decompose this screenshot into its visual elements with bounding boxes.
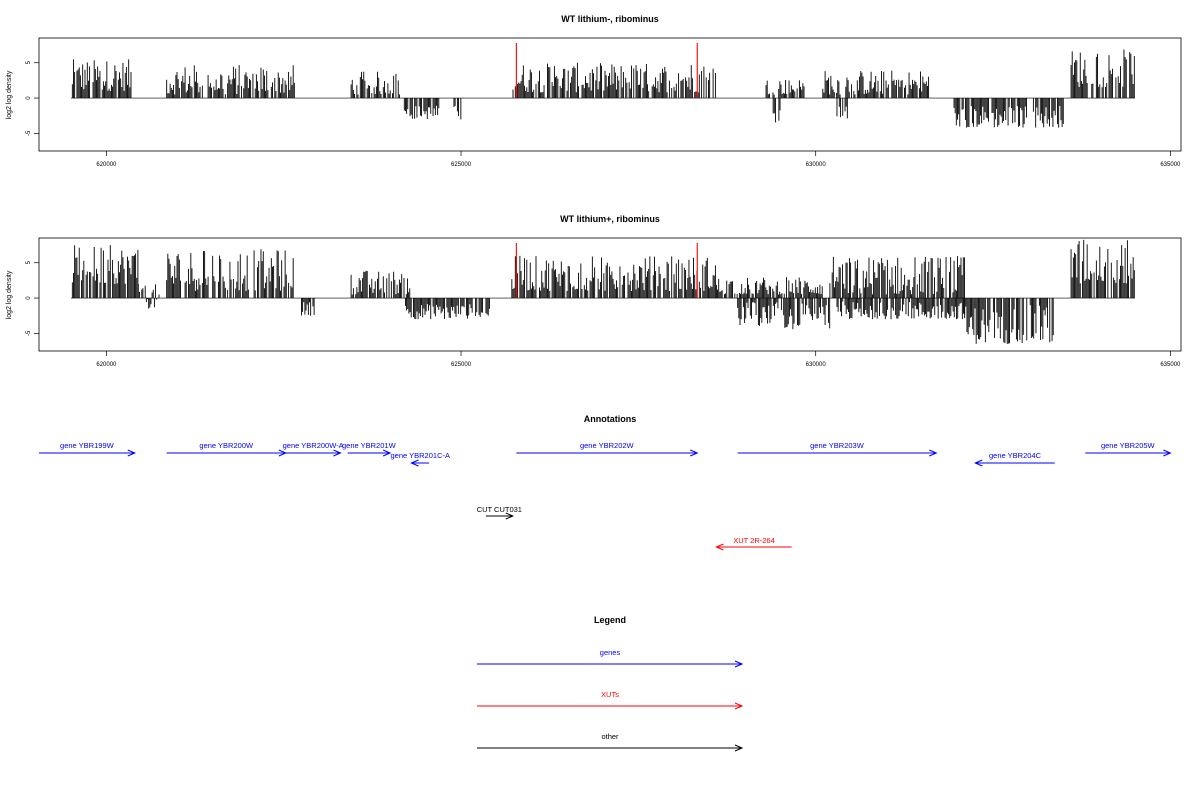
annotations-panel: Annotations gene YBR199W gene YBR200W gene… (39, 414, 1172, 551)
x-tick-label: 625000 (451, 362, 472, 368)
feature-label: XUT 2R-264 (733, 536, 775, 545)
feature-label: gene YBR201C-A (391, 451, 450, 460)
track2-axes: 620000 625000 630000 635000 -5 0 5 (26, 260, 1181, 368)
track1-plot-frame (38, 37, 1182, 152)
y-tick-label: 5 (26, 60, 32, 64)
arrow-head (127, 449, 137, 457)
legend-items: genes XUTs other (477, 648, 744, 752)
annotation-feature: CUT CUT031 (477, 505, 522, 520)
feature-label: CUT CUT031 (477, 505, 522, 514)
arrow-head (715, 543, 724, 551)
arrow-head (410, 459, 419, 467)
track-lithium-plus: WT lithium+, ribominus log2 log density … (6, 214, 1182, 368)
x-tick-label: 630000 (806, 162, 827, 168)
feature-label: gene YBR199W (60, 441, 115, 450)
feature-label: gene YBR205W (1101, 441, 1156, 450)
legend-title: Legend (594, 615, 626, 625)
legend-label: XUTs (601, 690, 619, 699)
feature-label: gene YBR200W (199, 441, 254, 450)
legend-item: XUTs (477, 690, 744, 710)
annotation-feature: gene YBR200W (166, 441, 288, 457)
arrow-head (333, 449, 342, 457)
annotation-feature: gene YBR201W (342, 441, 397, 457)
legend-item: other (477, 732, 744, 752)
legend-arrow-head (734, 702, 744, 710)
annotation-feature: gene YBR200W-A (283, 441, 344, 457)
legend-panel: Legend genes XUTs other (477, 615, 744, 752)
x-tick-label: 620000 (96, 362, 117, 368)
track1-title: WT lithium-, ribominus (561, 14, 659, 24)
annotation-feature: gene YBR202W (516, 441, 699, 457)
track2-title: WT lithium+, ribominus (560, 214, 660, 224)
arrow-head (382, 449, 392, 457)
y-tick-label: -5 (26, 130, 32, 136)
y-tick-label: 0 (26, 96, 32, 100)
feature-label: gene YBR200W-A (283, 441, 344, 450)
arrow-head (505, 512, 515, 520)
x-tick-label: 635000 (1160, 162, 1181, 168)
legend-label: other (601, 732, 619, 741)
annotation-feature: gene YBR204C (974, 451, 1055, 467)
y-tick-label: 5 (26, 260, 32, 264)
legend-label: genes (600, 648, 621, 657)
arrow-head (690, 449, 699, 457)
annotation-feature: gene YBR205W (1085, 441, 1172, 457)
track1-bars (70, 49, 1135, 128)
track2-plot-frame (38, 237, 1182, 352)
track2-ylabel: log2 log density (6, 270, 13, 319)
legend-arrow-head (734, 660, 744, 668)
arrow-head (929, 449, 938, 457)
arrow-head (1163, 449, 1172, 457)
y-tick-label: 0 (26, 296, 32, 300)
annotation-features: gene YBR199W gene YBR200W gene YBR200W-Age… (39, 441, 1172, 551)
x-tick-label: 630000 (806, 362, 827, 368)
annotation-feature: gene YBR199W (39, 441, 137, 457)
y-tick-label: -5 (26, 330, 32, 336)
x-tick-label: 625000 (451, 162, 472, 168)
arrow-head (974, 459, 983, 467)
track1-ylabel: log2 log density (6, 70, 13, 119)
legend-item: genes (477, 648, 744, 668)
track2-markers (515, 243, 698, 299)
annotation-feature: gene YBR203W (737, 441, 938, 457)
annotation-feature: gene YBR201C-A (391, 451, 450, 467)
track1-axes: 620000 625000 630000 635000 -5 0 5 (26, 60, 1181, 168)
x-tick-label: 635000 (1160, 362, 1181, 368)
track2-bars (70, 239, 1135, 344)
legend-arrow-head (734, 744, 744, 752)
track-lithium-minus: WT lithium-, ribominus log2 log density … (6, 14, 1182, 168)
feature-label: gene YBR204C (989, 451, 1042, 460)
feature-label: gene YBR202W (580, 441, 635, 450)
track1-markers (515, 43, 698, 99)
feature-label: gene YBR201W (342, 441, 397, 450)
feature-label: gene YBR203W (810, 441, 865, 450)
annotations-title: Annotations (584, 414, 637, 424)
annotation-feature: XUT 2R-264 (715, 536, 792, 551)
x-tick-label: 620000 (96, 162, 117, 168)
